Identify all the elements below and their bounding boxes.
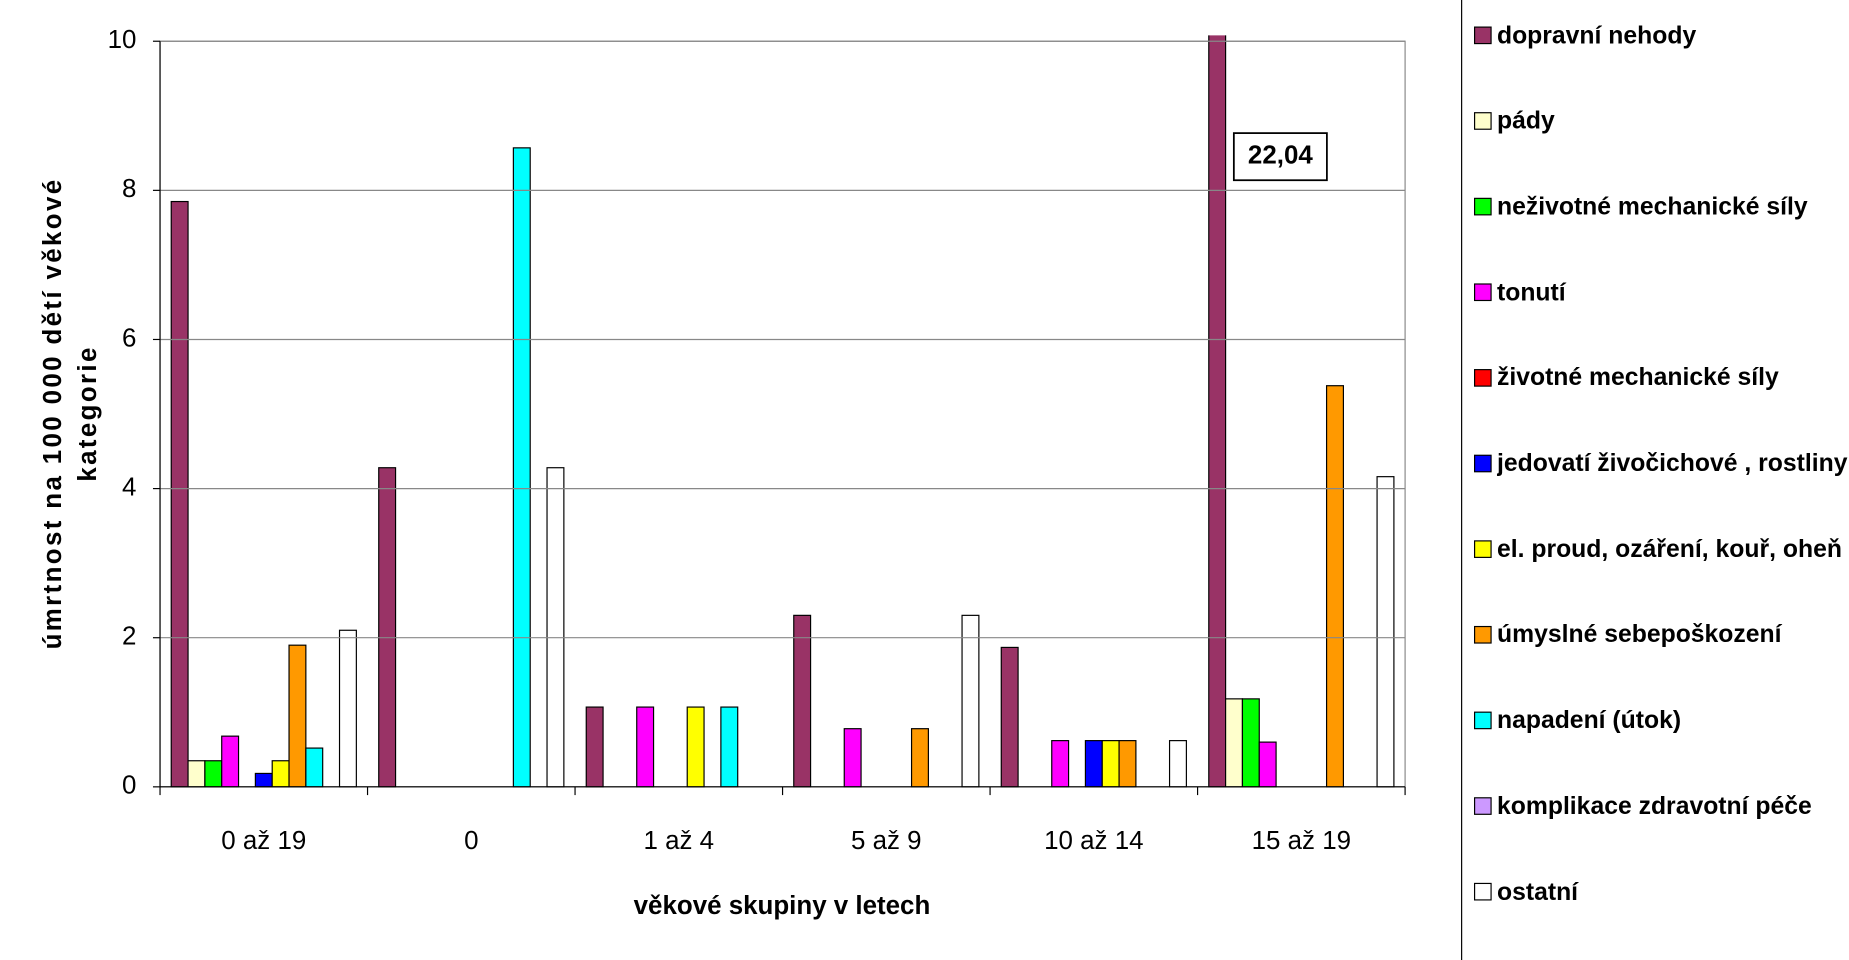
y-tick-label: 10 bbox=[108, 26, 137, 54]
legend-swatch bbox=[1473, 882, 1492, 901]
legend-entry: životné mechanické síly bbox=[1496, 364, 1779, 392]
legend-box bbox=[1461, 0, 1849, 960]
bar bbox=[793, 614, 812, 788]
legend-swatch bbox=[1473, 540, 1492, 558]
y-tick-label: 4 bbox=[122, 473, 136, 501]
bar bbox=[1376, 476, 1395, 788]
legend-label: napadení (útok) bbox=[1496, 706, 1682, 734]
bar bbox=[1258, 741, 1277, 788]
legend-label: komplikace zdravotní péče bbox=[1496, 792, 1812, 820]
legend-entry: úmyslné sebepoškození bbox=[1496, 621, 1782, 649]
bar bbox=[254, 772, 273, 788]
bar bbox=[288, 644, 307, 788]
legend-label: životné mechanické síly bbox=[1496, 364, 1779, 392]
legend-swatch bbox=[1473, 454, 1492, 473]
bar bbox=[338, 629, 357, 788]
x-tick-label: 10 až 14 bbox=[1044, 827, 1143, 855]
bar bbox=[961, 614, 980, 788]
y-axis-title-line: kategorie bbox=[74, 345, 102, 481]
x-tick-label: 0 až 19 bbox=[221, 827, 306, 855]
legend-swatch bbox=[1473, 797, 1492, 815]
legend-label: pády bbox=[1496, 107, 1555, 135]
legend-entry: neživotné mechanické síly bbox=[1496, 193, 1808, 221]
bars bbox=[170, 35, 1395, 788]
legend-swatch bbox=[1473, 26, 1492, 45]
bar bbox=[187, 760, 206, 788]
bar bbox=[686, 706, 705, 788]
legend-swatch bbox=[1473, 283, 1492, 302]
x-tick-label: 0 bbox=[464, 827, 478, 855]
legend-label: jedovatí živočichové , rostliny bbox=[1496, 449, 1848, 478]
legend-label: dopravní nehody bbox=[1496, 21, 1697, 49]
y-tick-label: 6 bbox=[122, 324, 136, 352]
bar bbox=[636, 706, 655, 788]
legend-entry: jedovatí živočichové , rostliny bbox=[1496, 449, 1848, 478]
x-tick-label: 15 až 19 bbox=[1252, 827, 1351, 855]
y-tick-label: 2 bbox=[122, 623, 136, 651]
legend-label: neživotné mechanické síly bbox=[1496, 193, 1808, 221]
bar bbox=[843, 728, 862, 788]
y-tick-label: 8 bbox=[122, 175, 136, 203]
bar bbox=[378, 467, 397, 788]
legend-entry: dopravní nehody bbox=[1496, 21, 1697, 49]
bar bbox=[1084, 740, 1103, 788]
bar bbox=[910, 728, 929, 788]
bar bbox=[1000, 646, 1019, 788]
legend-label: ostatní bbox=[1496, 878, 1579, 906]
bar bbox=[221, 735, 240, 788]
bar bbox=[1101, 740, 1120, 788]
y-axis-title: úmrtnost na 100 000 dětí věkové kategori… bbox=[39, 178, 102, 650]
bar bbox=[170, 200, 189, 788]
legend-entry: komplikace zdravotní péče bbox=[1496, 792, 1812, 820]
data-label: 22,04 bbox=[1248, 142, 1313, 170]
bar bbox=[1051, 740, 1070, 788]
bar bbox=[720, 706, 739, 788]
bar bbox=[1241, 698, 1260, 788]
bar bbox=[1118, 740, 1137, 788]
x-tick-label: 1 až 4 bbox=[644, 827, 715, 855]
bar bbox=[512, 147, 531, 788]
bar bbox=[585, 706, 604, 788]
legend-swatch bbox=[1473, 112, 1492, 130]
bar bbox=[305, 747, 324, 788]
legend-swatch bbox=[1473, 625, 1492, 644]
legend-entry: el. proud, ozáření, kouř, oheň bbox=[1496, 535, 1842, 563]
legend-swatch bbox=[1473, 369, 1492, 387]
legend-entry: tonutí bbox=[1496, 278, 1566, 306]
bar bbox=[204, 760, 223, 788]
bar bbox=[1225, 698, 1244, 788]
bar bbox=[271, 760, 290, 788]
y-axis-title-line: úmrtnost na 100 000 dětí věkové bbox=[39, 178, 67, 650]
bar bbox=[1208, 35, 1227, 788]
legend-entry: napadení (útok) bbox=[1496, 706, 1682, 734]
legend-entry: ostatní bbox=[1496, 878, 1579, 906]
legend-label: tonutí bbox=[1496, 278, 1566, 306]
bar bbox=[1325, 385, 1344, 788]
legend-entry: pády bbox=[1496, 107, 1555, 135]
legend-label: el. proud, ozáření, kouř, oheň bbox=[1496, 535, 1842, 563]
bar bbox=[546, 467, 565, 788]
legend-label: úmyslné sebepoškození bbox=[1496, 621, 1782, 649]
y-tick-label: 0 bbox=[122, 772, 136, 800]
x-axis-title: věkové skupiny v letech bbox=[634, 892, 931, 920]
legend-swatch bbox=[1473, 197, 1492, 216]
x-tick-label: 5 až 9 bbox=[851, 827, 922, 855]
data-label-box bbox=[1232, 132, 1328, 182]
legend-swatch bbox=[1473, 711, 1492, 730]
bar bbox=[1168, 740, 1187, 788]
